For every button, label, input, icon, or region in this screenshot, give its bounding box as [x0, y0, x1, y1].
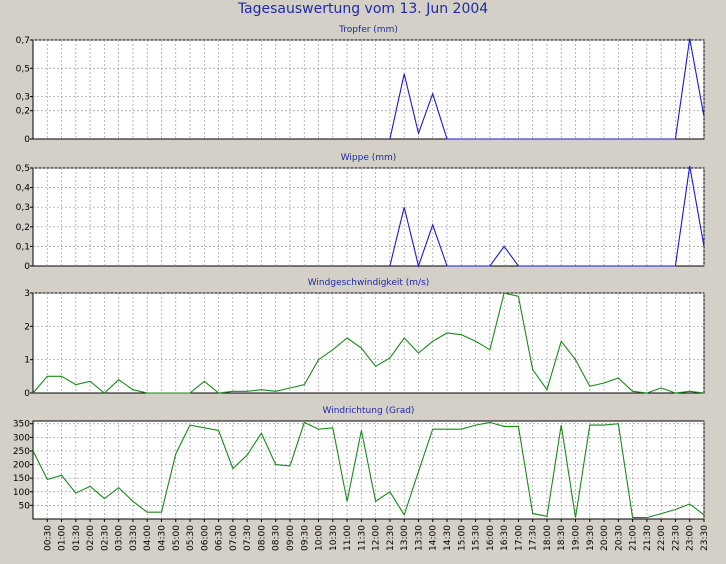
- panel-title: Windgeschwindigkeit (m/s): [308, 278, 430, 288]
- y-tick-label: 0,2: [16, 107, 30, 117]
- x-tick-label: 21:30: [643, 525, 653, 551]
- x-tick-label: 23:30: [700, 525, 710, 551]
- x-tick-label: 16:00: [486, 525, 496, 551]
- y-tick-label: 0,3: [16, 203, 30, 213]
- y-tick-label: 300: [13, 433, 30, 443]
- x-tick-label: 06:00: [200, 525, 210, 551]
- y-tick-label: 200: [13, 461, 30, 471]
- chart-panel: 0 0,1 0,2 0,3 0,4 0,5 Wippe (mm): [16, 153, 705, 272]
- x-tick-label: 20:00: [600, 525, 610, 551]
- y-tick-label: 1: [24, 356, 30, 366]
- x-tick-label: 16:30: [500, 525, 510, 551]
- x-tick-label: 19:30: [586, 525, 596, 551]
- x-tick-label: 10:00: [315, 525, 325, 551]
- x-tick-label: 17:00: [514, 525, 524, 551]
- x-tick-label: 20:30: [614, 525, 624, 551]
- x-tick-label: 02:30: [100, 525, 110, 551]
- x-tick-label: 08:30: [272, 525, 282, 551]
- y-tick-label: 250: [13, 447, 30, 457]
- x-tick-label: 14:30: [443, 525, 453, 551]
- x-tick-label: 12:30: [386, 525, 396, 551]
- x-tick-label: 11:00: [343, 525, 353, 551]
- x-tick-label: 14:00: [429, 525, 439, 551]
- y-tick-label: 2: [24, 322, 30, 332]
- y-tick-label: 0: [24, 262, 30, 272]
- x-tick-label: 01:30: [72, 525, 82, 551]
- series-line: [389, 38, 705, 140]
- x-tick-label: 08:00: [257, 525, 267, 551]
- x-tick-label: 01:00: [58, 525, 68, 551]
- x-tick-label: 04:30: [157, 525, 167, 551]
- plot-area: [32, 167, 705, 267]
- x-tick-label: 19:00: [572, 525, 582, 551]
- x-tick-label: 03:00: [115, 525, 125, 551]
- series-line: [32, 421, 705, 519]
- panel-title: Wippe (mm): [341, 153, 397, 163]
- chart-panel: 0 1 2 3 Windgeschwindigkeit (m/s): [24, 278, 705, 399]
- series-line: [389, 165, 705, 268]
- x-tick-label: 17:30: [529, 525, 539, 551]
- y-tick-label: 0: [24, 135, 30, 145]
- x-tick-label: 05:30: [186, 525, 196, 551]
- plot-area: [32, 39, 705, 140]
- y-tick-label: 0,1: [16, 242, 30, 252]
- x-tick-label: 13:00: [400, 525, 410, 551]
- y-tick-label: 0: [24, 389, 30, 399]
- x-tick-label: 23:00: [686, 525, 696, 551]
- x-tick-label: 02:00: [86, 525, 96, 551]
- x-tick-label: 07:00: [229, 525, 239, 551]
- x-tick-label: 22:00: [657, 525, 667, 551]
- y-tick-label: 3: [24, 289, 30, 299]
- y-tick-label: 50: [19, 501, 31, 511]
- x-tick-label: 15:30: [472, 525, 482, 551]
- x-tick-label: 09:00: [286, 525, 296, 551]
- plot-area: [32, 420, 705, 520]
- x-tick-label: 15:00: [457, 525, 467, 551]
- y-tick-label: 350: [13, 420, 30, 430]
- x-tick-label: 21:00: [629, 525, 639, 551]
- x-tick-label: 06:30: [215, 525, 225, 551]
- chart-panel: 50 100 150 200 250 300 350 Windrichtung (Grad): [13, 406, 705, 520]
- series-line: [32, 292, 705, 394]
- x-tick-label: 10:30: [329, 525, 339, 551]
- main-title: Tagesauswertung vom 13. Jun 2004: [237, 1, 489, 17]
- x-tick-label: 05:00: [172, 525, 182, 551]
- y-tick-label: 0,4: [16, 184, 31, 194]
- y-tick-label: 0,5: [16, 164, 30, 174]
- y-tick-label: 0,7: [16, 36, 30, 46]
- chart-panel: 0 0,2 0,3 0,5 0,7 Tropfer (mm): [16, 25, 705, 145]
- plot-area: [32, 292, 705, 394]
- y-tick-label: 150: [13, 474, 30, 484]
- x-tick-label: 03:30: [129, 525, 139, 551]
- x-tick-label: 13:30: [414, 525, 424, 551]
- x-tick-label: 09:30: [300, 525, 310, 551]
- x-tick-label: 22:30: [671, 525, 681, 551]
- y-tick-label: 0,5: [16, 64, 30, 74]
- x-tick-label: 04:00: [143, 525, 153, 551]
- x-tick-label: 12:00: [372, 525, 382, 551]
- x-tick-label: 18:00: [543, 525, 553, 551]
- y-tick-label: 100: [13, 488, 30, 498]
- panel-title: Tropfer (mm): [338, 25, 398, 35]
- y-tick-label: 0,3: [16, 93, 30, 103]
- panel-title: Windrichtung (Grad): [323, 406, 415, 416]
- y-tick-label: 0,2: [16, 223, 30, 233]
- x-tick-label: 18:30: [557, 525, 567, 551]
- x-tick-label: 07:30: [243, 525, 253, 551]
- x-tick-label: 11:30: [357, 525, 367, 551]
- x-tick-label: 00:30: [43, 525, 53, 551]
